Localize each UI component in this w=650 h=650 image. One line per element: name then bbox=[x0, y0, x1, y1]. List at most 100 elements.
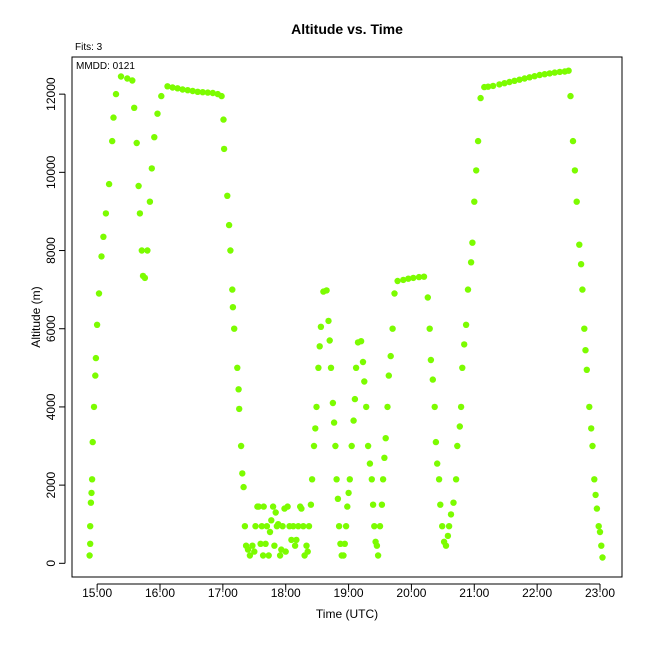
data-point bbox=[506, 78, 513, 86]
data-point bbox=[427, 356, 435, 364]
data-point bbox=[87, 499, 95, 506]
data-point bbox=[456, 423, 463, 430]
data-point bbox=[100, 233, 107, 240]
data-point bbox=[174, 85, 181, 92]
data-point bbox=[424, 294, 431, 301]
data-point bbox=[583, 366, 590, 373]
data-point bbox=[89, 438, 96, 446]
data-point bbox=[236, 405, 243, 413]
data-point bbox=[307, 501, 315, 508]
data-point bbox=[400, 276, 407, 284]
data-point bbox=[310, 442, 318, 450]
data-point bbox=[371, 523, 378, 530]
data-point bbox=[95, 290, 103, 297]
data-point bbox=[342, 523, 350, 530]
plot-frame bbox=[71, 56, 623, 578]
y-tick-label: 8000 bbox=[44, 237, 58, 264]
data-point bbox=[531, 73, 538, 80]
data-point bbox=[131, 104, 138, 112]
data-point bbox=[323, 287, 330, 294]
data-point bbox=[179, 86, 186, 93]
data-point bbox=[464, 286, 472, 293]
data-point bbox=[141, 274, 149, 282]
data-point bbox=[86, 552, 93, 559]
data-point bbox=[304, 548, 311, 555]
data-point bbox=[293, 536, 300, 544]
data-point bbox=[279, 523, 286, 530]
data-point bbox=[368, 476, 375, 483]
data-point bbox=[469, 239, 476, 246]
y-tick-label: 12000 bbox=[44, 77, 58, 111]
data-point bbox=[405, 275, 412, 282]
data-point bbox=[567, 92, 574, 100]
data-point bbox=[576, 241, 583, 248]
data-point bbox=[204, 89, 211, 96]
x-axis: 15:00 16:00 17:00 18:00 19:00 20:00 21:00 22:00… bbox=[82, 583, 615, 600]
data-point bbox=[92, 372, 99, 379]
data-point bbox=[138, 247, 145, 254]
data-point bbox=[357, 338, 365, 345]
data-point bbox=[444, 532, 452, 540]
y-tick-label: 6000 bbox=[44, 315, 58, 342]
data-point bbox=[252, 523, 259, 530]
data-point bbox=[98, 253, 105, 260]
data-point bbox=[501, 80, 508, 87]
data-point bbox=[326, 337, 333, 344]
data-point bbox=[541, 71, 548, 78]
data-point bbox=[265, 552, 272, 559]
data-point bbox=[431, 403, 438, 411]
data-point bbox=[432, 438, 440, 446]
data-point bbox=[579, 286, 586, 293]
data-point bbox=[473, 167, 480, 174]
data-point bbox=[571, 167, 579, 174]
data-point bbox=[272, 509, 279, 516]
data-point bbox=[420, 273, 428, 280]
data-point bbox=[266, 528, 274, 536]
x-tick-label: 23:00 bbox=[585, 586, 615, 600]
data-point bbox=[471, 198, 478, 205]
data-point bbox=[295, 523, 302, 530]
data-point bbox=[117, 73, 125, 80]
data-point bbox=[452, 476, 460, 483]
data-point bbox=[376, 523, 384, 530]
x-tick-label: 15:00 bbox=[82, 586, 112, 600]
data-point bbox=[189, 87, 196, 95]
data-point bbox=[595, 523, 602, 530]
data-point bbox=[235, 386, 242, 393]
data-point bbox=[312, 425, 319, 432]
data-point bbox=[384, 403, 391, 411]
data-point bbox=[251, 548, 258, 555]
data-point bbox=[374, 552, 382, 559]
data-point bbox=[239, 470, 246, 477]
data-point bbox=[169, 84, 176, 91]
data-point bbox=[240, 483, 247, 491]
data-point bbox=[426, 325, 433, 332]
data-point bbox=[461, 341, 468, 348]
data-point bbox=[148, 165, 155, 172]
data-point bbox=[477, 94, 484, 102]
x-tick-label: 20:00 bbox=[396, 586, 426, 600]
data-point bbox=[298, 505, 305, 512]
data-point bbox=[325, 317, 332, 325]
data-point bbox=[276, 552, 284, 559]
data-point bbox=[551, 69, 558, 76]
data-point bbox=[315, 364, 322, 371]
data-point bbox=[373, 542, 381, 549]
data-point bbox=[484, 83, 492, 90]
data-point bbox=[361, 378, 368, 385]
data-point bbox=[459, 364, 466, 371]
data-point bbox=[521, 75, 528, 82]
data-point bbox=[129, 77, 136, 84]
data-point bbox=[363, 403, 370, 411]
data-point bbox=[133, 139, 140, 147]
data-point bbox=[313, 403, 320, 411]
data-point bbox=[379, 476, 387, 483]
data-point bbox=[546, 70, 553, 77]
data-point bbox=[588, 425, 595, 432]
data-point bbox=[589, 442, 596, 450]
data-point bbox=[415, 273, 423, 281]
data-point bbox=[586, 403, 593, 411]
data-point bbox=[300, 523, 307, 530]
data-point bbox=[599, 554, 606, 561]
